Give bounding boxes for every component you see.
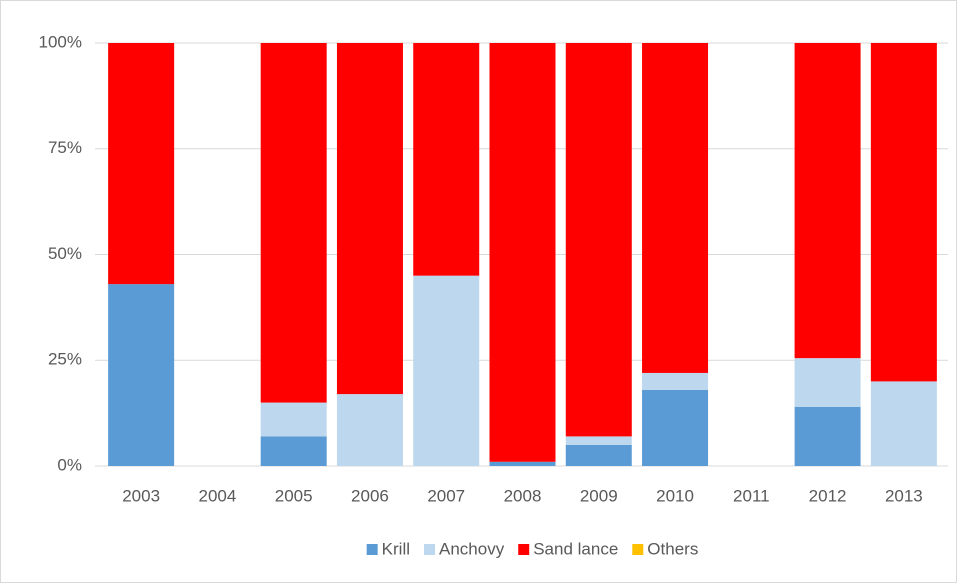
legend-label: Sand lance xyxy=(533,539,618,558)
x-tick-label: 2013 xyxy=(885,486,923,505)
bar-segment xyxy=(489,461,556,466)
bar-segment xyxy=(565,43,632,437)
bar-segment xyxy=(260,43,327,403)
y-tick-label: 50% xyxy=(48,244,82,263)
x-tick-label: 2012 xyxy=(809,486,847,505)
bar-segment xyxy=(794,43,861,359)
bar-segment xyxy=(108,43,175,285)
legend-label: Anchovy xyxy=(439,539,505,558)
bar-segment xyxy=(565,436,632,445)
y-tick-label: 100% xyxy=(39,32,82,51)
bar-segment xyxy=(642,372,709,390)
x-tick-label: 2007 xyxy=(427,486,465,505)
bar-segment xyxy=(870,43,937,382)
x-tick-label: 2010 xyxy=(656,486,694,505)
x-tick-label: 2008 xyxy=(504,486,542,505)
legend-label: Others xyxy=(647,539,698,558)
bar-segment xyxy=(794,358,861,407)
bar-segment xyxy=(336,43,403,395)
bar-segment xyxy=(413,43,480,276)
bar-segment xyxy=(870,381,937,466)
x-tick-label: 2005 xyxy=(275,486,313,505)
x-tick-label: 2003 xyxy=(122,486,160,505)
legend-swatch xyxy=(424,544,436,555)
bar-segment xyxy=(642,389,709,466)
x-tick-label: 2011 xyxy=(733,486,770,505)
x-tick-label: 2004 xyxy=(198,486,236,505)
bar-segment xyxy=(413,275,480,466)
x-tick-label: 2006 xyxy=(351,486,389,505)
bar-segment xyxy=(260,402,327,437)
bar-segment xyxy=(565,444,632,466)
x-tick-label: 2009 xyxy=(580,486,618,505)
bar-segment xyxy=(260,436,327,466)
y-tick-label: 75% xyxy=(48,138,82,157)
bar-segment xyxy=(794,406,861,466)
bar-segment xyxy=(489,43,556,462)
y-tick-label: 25% xyxy=(48,350,82,369)
legend-label: Krill xyxy=(382,539,410,558)
y-tick-label: 0% xyxy=(57,455,82,474)
bar-segment xyxy=(336,394,403,466)
legend-swatch xyxy=(518,544,530,555)
bar-segment xyxy=(642,43,709,373)
bar-segment xyxy=(108,284,175,466)
legend-swatch xyxy=(632,544,644,555)
legend-swatch xyxy=(366,544,378,555)
